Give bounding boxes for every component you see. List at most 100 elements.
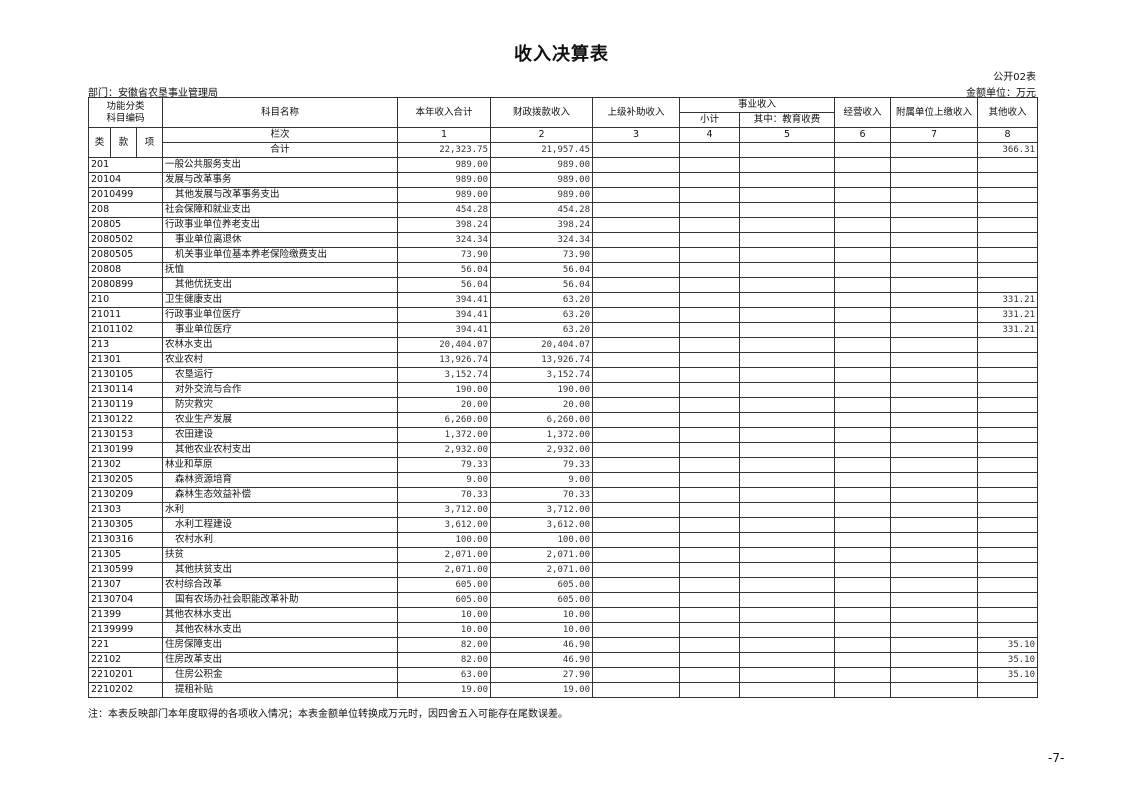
row-total: 989.00 <box>397 187 491 203</box>
row-other <box>977 622 1038 638</box>
row-name: 住房改革支出 <box>162 652 398 668</box>
empty-cell <box>739 592 835 608</box>
row-total: 63.00 <box>397 667 491 683</box>
empty-cell <box>890 607 978 623</box>
row-other: 35.10 <box>977 637 1038 653</box>
table-row: 2080899 其他优抚支出 56.04 56.04 <box>88 277 1038 293</box>
row-name: 农田建设 <box>162 427 398 443</box>
empty-cell <box>834 592 891 608</box>
empty-cell <box>679 187 740 203</box>
empty-cell <box>739 232 835 248</box>
empty-cell <box>739 652 835 668</box>
row-code: 2130153 <box>88 427 163 443</box>
empty-cell <box>834 502 891 518</box>
empty-cell <box>739 352 835 368</box>
empty-cell <box>592 457 680 473</box>
table-row: 2130305 水利工程建设 3,612.00 3,612.00 <box>88 517 1038 533</box>
table-row: 21301 农业农村 13,926.74 13,926.74 <box>88 352 1038 368</box>
row-fiscal: 46.90 <box>490 652 593 668</box>
row-name: 住房公积金 <box>162 667 398 683</box>
table-row: 2010499 其他发展与改革事务支出 989.00 989.00 <box>88 187 1038 203</box>
empty-cell <box>834 202 891 218</box>
empty-cell <box>739 412 835 428</box>
empty-cell <box>592 217 680 233</box>
empty-cell <box>679 547 740 563</box>
table-row: 21307 农村综合改革 605.00 605.00 <box>88 577 1038 593</box>
row-total: 79.33 <box>397 457 491 473</box>
empty-cell <box>834 337 891 353</box>
empty-cell <box>592 337 680 353</box>
row-other <box>977 607 1038 623</box>
table-row: 221 住房保障支出 82.00 46.90 35.10 <box>88 637 1038 653</box>
row-code: 2130599 <box>88 562 163 578</box>
empty-cell <box>834 682 891 698</box>
row-total: 2,071.00 <box>397 547 491 563</box>
row-name: 水利工程建设 <box>162 517 398 533</box>
row-total: 398.24 <box>397 217 491 233</box>
empty-cell <box>739 307 835 323</box>
row-total: 56.04 <box>397 277 491 293</box>
page-number: -7- <box>1048 751 1065 765</box>
empty-cell <box>890 202 978 218</box>
empty-cell <box>834 262 891 278</box>
row-name: 机关事业单位基本养老保险缴费支出 <box>162 247 398 263</box>
empty-cell <box>890 157 978 173</box>
empty-cell <box>890 667 978 683</box>
row-code: 2139999 <box>88 622 163 638</box>
empty-cell <box>834 577 891 593</box>
empty-cell <box>592 487 680 503</box>
empty-cell <box>834 292 891 308</box>
row-total: 605.00 <box>397 592 491 608</box>
row-code: 21302 <box>88 457 163 473</box>
row-total: 70.33 <box>397 487 491 503</box>
row-other <box>977 487 1038 503</box>
amount-unit: 金额单位：万元 <box>966 88 1036 99</box>
header-name: 科目名称 <box>162 97 398 128</box>
empty-cell <box>739 622 835 638</box>
empty-cell <box>679 652 740 668</box>
empty-cell <box>679 172 740 188</box>
row-name: 水利 <box>162 502 398 518</box>
empty-cell <box>679 457 740 473</box>
empty-cell <box>592 247 680 263</box>
row-total: 82.00 <box>397 637 491 653</box>
empty-cell <box>890 352 978 368</box>
empty-cell <box>834 472 891 488</box>
row-total: 394.41 <box>397 307 491 323</box>
empty-cell <box>834 622 891 638</box>
row-code: 21307 <box>88 577 163 593</box>
row-total: 394.41 <box>397 292 491 308</box>
empty-cell <box>834 157 891 173</box>
total-other: 366.31 <box>977 142 1038 158</box>
empty-cell <box>739 457 835 473</box>
empty-cell <box>834 307 891 323</box>
row-name: 其他农业农村支出 <box>162 442 398 458</box>
row-code: 2130199 <box>88 442 163 458</box>
empty-cell <box>739 262 835 278</box>
table-row: 2210202 提租补贴 19.00 19.00 <box>88 682 1038 698</box>
table-row: 210 卫生健康支出 394.41 63.20 331.21 <box>88 292 1038 308</box>
empty-cell <box>739 502 835 518</box>
table-row: 2130205 森林资源培育 9.00 9.00 <box>88 472 1038 488</box>
row-fiscal: 3,612.00 <box>490 517 593 533</box>
row-code: 20104 <box>88 172 163 188</box>
row-fiscal: 3,152.74 <box>490 367 593 383</box>
empty-cell <box>679 682 740 698</box>
table-row: 22102 住房改革支出 82.00 46.90 35.10 <box>88 652 1038 668</box>
empty-cell <box>739 277 835 293</box>
header-kuan: 款 <box>110 127 137 158</box>
empty-cell <box>739 172 835 188</box>
empty-cell <box>890 652 978 668</box>
col-num: 4 <box>679 127 740 143</box>
empty-cell <box>592 562 680 578</box>
row-other <box>977 187 1038 203</box>
row-total: 3,152.74 <box>397 367 491 383</box>
table-row: 20805 行政事业单位养老支出 398.24 398.24 <box>88 217 1038 233</box>
table-row: 2130122 农业生产发展 6,260.00 6,260.00 <box>88 412 1038 428</box>
row-code: 208 <box>88 202 163 218</box>
row-code: 2080505 <box>88 247 163 263</box>
empty-cell <box>834 607 891 623</box>
table-row: 21305 扶贫 2,071.00 2,071.00 <box>88 547 1038 563</box>
row-code: 2080899 <box>88 277 163 293</box>
empty-cell <box>739 607 835 623</box>
